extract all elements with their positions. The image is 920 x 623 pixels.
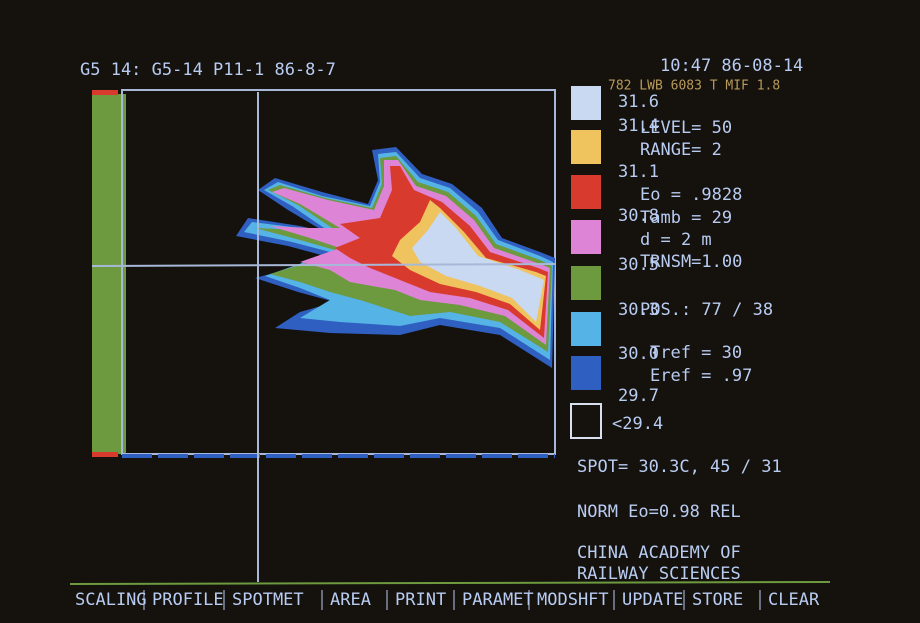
scale-swatch [571,175,601,209]
param: LEVEL= 50 [640,118,732,138]
scale-swatch [570,403,602,439]
menu-item[interactable]: CLEAR [768,590,820,610]
left-bar [92,94,126,454]
status-line: 782 LWB 6083 T MIF 1.8 [608,79,780,94]
crosshair-horizontal [91,263,556,267]
clock: 10:47 86-08-14 [660,56,803,76]
spot-readout: SPOT= 30.3C, 45 / 31 [577,457,782,477]
scale-label: 30.5 [618,255,659,275]
param: Eo = .9828 [640,185,742,205]
param: Tref = 30 [650,343,742,363]
param: RANGE= 2 [640,140,722,160]
color-scale: 31.6 31.4 31.1 30.8 30.5 30.3 30.0 29.7 <29.4 [570,86,663,439]
param: d = 2 m [640,230,712,250]
scale-swatch [571,86,601,120]
menu-bar: SCALING PROFILE SPOTMET AREA PRINT PARAMET MOD… [75,590,820,610]
menu-item[interactable]: AREA [330,590,371,610]
scale-swatch [571,220,601,254]
menu-item[interactable]: UPDATE [622,590,683,610]
menu-item[interactable]: MODSHFT [537,590,609,610]
institution: RAILWAY SCIENCES [577,564,741,584]
menu-item[interactable]: SPOTMET [232,590,304,610]
scale-label: <29.4 [612,414,663,434]
scale-swatch [571,130,601,164]
scale-swatch [571,356,601,390]
scale-swatch [571,312,601,346]
menu-item[interactable]: PROFILE [152,590,224,610]
scale-label: 30.0 [618,344,659,364]
param: POS.: 77 / 38 [640,300,773,320]
menu-item[interactable]: PRINT [395,590,446,610]
param: Eref = .97 [650,366,752,386]
scale-label: 29.7 [618,386,659,406]
menu-item[interactable]: SCALING [75,590,147,610]
param: TRNSM=1.00 [640,252,742,272]
menu-item[interactable]: PARAMET [462,590,534,610]
scale-label: 30.3 [618,300,659,320]
scale-label: 31.1 [618,162,659,182]
bar-cap [92,90,118,95]
param: Tamb = 29 [640,208,732,228]
menu-rule [69,581,831,585]
scale-label: 31.4 [618,116,659,136]
scale-label: 31.6 [618,92,659,112]
menu-item[interactable]: STORE [692,590,743,610]
scale-label: 30.8 [618,206,659,226]
norm-readout: NORM Eo=0.98 REL [577,502,741,522]
institution: CHINA ACADEMY OF [577,543,741,563]
bar-cap [92,452,118,457]
scale-swatch [571,266,601,300]
thermogram [236,147,555,368]
header-title: G5 14: G5-14 P11-1 86-8-7 [80,60,336,80]
